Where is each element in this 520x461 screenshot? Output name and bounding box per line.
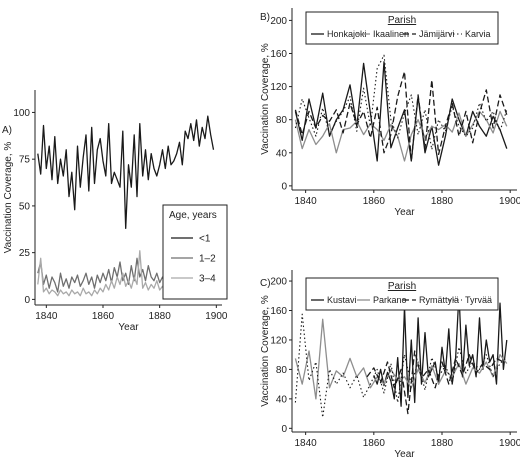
y-tick-label: 0: [281, 424, 287, 435]
y-tick-label: 200: [270, 16, 287, 27]
legend-label: Tyrvää: [465, 295, 492, 305]
legend-label: Parkano: [373, 295, 407, 305]
x-tick-label: 1860: [363, 196, 386, 207]
legend-box: [162, 204, 228, 300]
series-line-2: [294, 318, 508, 400]
y-tick-label: 120: [270, 335, 287, 346]
y-tick-label: 75: [19, 155, 31, 166]
legend-title: Parish: [388, 15, 416, 26]
y-tick-label: 80: [276, 115, 288, 126]
legend-box: [305, 11, 499, 45]
legend: Parish Honkajoki Ikaalinen Jämijärvi Karvia: [305, 11, 499, 45]
x-tick-label: 1900: [499, 438, 520, 449]
y-tick-label: 160: [270, 49, 287, 60]
x-tick-label: 1880: [431, 196, 454, 207]
legend-label: Ikaalinen: [373, 29, 409, 39]
chart-panel-1: A) 0 25 50 75 100 1840 1860 1880 1900 Year Vaccinat…: [2, 90, 228, 333]
x-tick-label: 1840: [295, 438, 318, 449]
x-axis-title: Year: [394, 449, 415, 460]
x-tick-label: 1880: [149, 311, 172, 322]
legend-title: Age, years: [169, 210, 217, 221]
y-tick-label: 25: [19, 248, 31, 259]
series-line-1: [294, 61, 508, 166]
legend-title: Parish: [388, 281, 416, 292]
series-line-1: [37, 115, 215, 229]
panel-label: A): [2, 125, 12, 136]
y-tick-label: 0: [281, 181, 287, 192]
legend-label: Jämijärvi: [419, 29, 455, 39]
y-tick-label: 160: [270, 306, 287, 317]
y-axis-title: Vaccination Coverage, %: [260, 295, 271, 407]
y-tick-label: 120: [270, 82, 287, 93]
x-tick-label: 1900: [205, 311, 228, 322]
x-tick-label: 1840: [295, 196, 318, 207]
series-line-3: [294, 71, 508, 162]
x-tick-label: 1880: [431, 438, 454, 449]
legend-label: Karvia: [465, 29, 491, 39]
y-axis-title: Vaccination Coverage, %: [260, 43, 271, 155]
chart-panel-3: C) 0 40 80 120 160 200 1840 1860 1880 1900 Year Vacc…: [260, 270, 520, 460]
legend-label: Rymättylä: [419, 295, 459, 305]
series-line-4: [294, 313, 508, 418]
series-line-4: [294, 54, 508, 151]
chart-panel-2: B) 0 40 80 120 160 200 1840 1860 1880 1900 Year Vacc…: [260, 8, 520, 218]
panel-label: C): [260, 278, 271, 289]
x-tick-label: 1840: [35, 311, 58, 322]
y-tick-label: 80: [276, 365, 288, 376]
legend: Age, years <1 1–2 3–4: [162, 204, 228, 300]
y-tick-label: 50: [19, 201, 31, 212]
y-tick-label: 200: [270, 277, 287, 288]
legend-label: Honkajoki: [327, 29, 367, 39]
legend-label: <1: [199, 234, 211, 245]
x-axis-title: Year: [394, 207, 415, 218]
x-tick-label: 1860: [363, 438, 386, 449]
legend: Parish Kustavi Parkano Rymättylä Tyrvää: [305, 277, 499, 311]
series-line-2: [294, 110, 508, 162]
x-tick-label: 1860: [92, 311, 115, 322]
panel-label: B): [260, 12, 270, 23]
x-axis-title: Year: [118, 322, 139, 333]
y-tick-label: 0: [24, 295, 30, 306]
legend-label: 1–2: [199, 254, 216, 265]
y-tick-label: 100: [13, 108, 30, 119]
y-tick-label: 40: [276, 148, 288, 159]
legend-label: 3–4: [199, 274, 216, 285]
x-tick-label: 1900: [499, 196, 520, 207]
legend-box: [305, 277, 499, 311]
y-axis-title: Vaccination Coverage, %: [3, 142, 14, 254]
legend-label: Kustavi: [327, 295, 357, 305]
y-tick-label: 40: [276, 394, 288, 405]
